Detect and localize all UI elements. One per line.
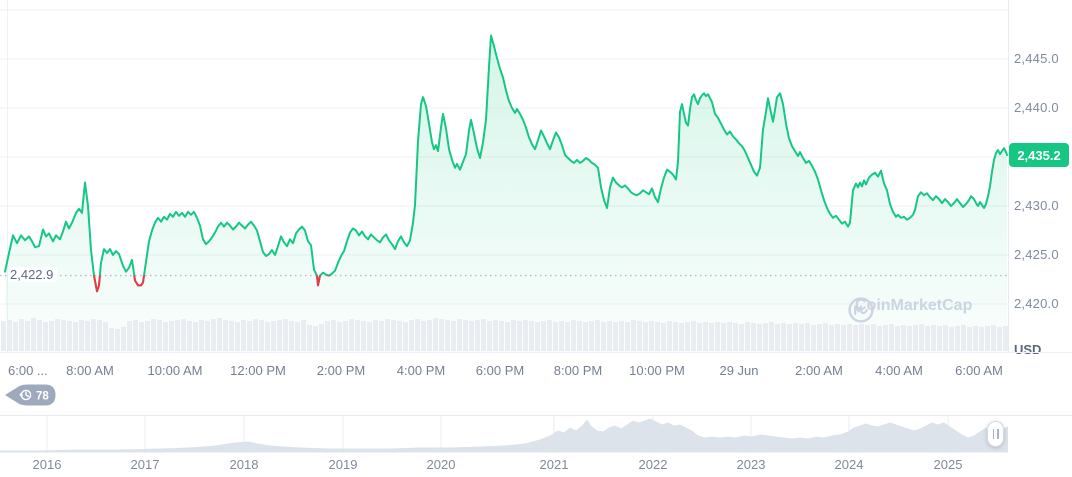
open-price-label: 2,422.9 bbox=[8, 266, 58, 282]
time-axis-tick: 2:00 PM bbox=[316, 363, 366, 378]
scrubber-handle[interactable] bbox=[987, 421, 1004, 447]
timeline-year-label: 2023 bbox=[736, 457, 766, 472]
timeline-year-label: 2024 bbox=[834, 457, 864, 472]
timeline-year-label: 2021 bbox=[539, 457, 569, 472]
time-axis-tick: 6:00 AM bbox=[955, 363, 1003, 378]
timeline-year-label: 2017 bbox=[130, 457, 160, 472]
time-axis-tick: 2:00 AM bbox=[795, 363, 843, 378]
price-axis-label: 2,445.0 bbox=[1014, 51, 1059, 66]
history-count-badge[interactable]: 78 bbox=[4, 384, 56, 411]
volume-bars bbox=[1, 318, 1008, 351]
time-axis-tick: 6:00 ... bbox=[8, 363, 48, 378]
timeline-years: 2016 2017 2018 2019 2020 2021 2022 2023 2024 2025 bbox=[0, 453, 1072, 477]
price-line bbox=[4, 34, 1008, 293]
watermark-text: CoinMarketCap bbox=[855, 297, 973, 314]
time-axis-tick: 8:00 AM bbox=[66, 363, 114, 378]
timeline-scrubber[interactable] bbox=[0, 415, 1072, 453]
timeline-year-label: 2020 bbox=[426, 457, 456, 472]
price-axis-label: 2,440.0 bbox=[1014, 100, 1059, 115]
price-chart-canvas[interactable] bbox=[0, 0, 1072, 352]
price-axis-label: 2,430.0 bbox=[1014, 198, 1059, 213]
timeline-year-label: 2025 bbox=[933, 457, 963, 472]
timeline-mini-area bbox=[0, 418, 1008, 453]
time-axis: 6:00 ... 8:00 AM 10:00 AM 12:00 PM 2:00 PM 4:… bbox=[0, 352, 1072, 384]
time-axis-tick: 6:00 PM bbox=[475, 363, 525, 378]
time-axis-tick: 29 Jun bbox=[719, 363, 759, 378]
main-chart[interactable]: 2,422.9 CoinMarketCap 2,445.0 2,440.0 2,43… bbox=[0, 0, 1072, 357]
timeline-year-label: 2018 bbox=[229, 457, 259, 472]
time-axis-tick: 4:00 AM bbox=[875, 363, 923, 378]
coinmarketcap-watermark: CoinMarketCap bbox=[848, 297, 973, 323]
time-axis-tick: 10:00 PM bbox=[629, 363, 685, 378]
timeline-mini-chart[interactable] bbox=[0, 416, 1072, 453]
timeline-year-label: 2016 bbox=[32, 457, 62, 472]
currency-label: USD bbox=[1014, 342, 1042, 357]
timeline-year-label: 2019 bbox=[328, 457, 358, 472]
time-axis-tick: 10:00 AM bbox=[147, 363, 203, 378]
time-axis-tick: 12:00 PM bbox=[230, 363, 286, 378]
price-area bbox=[5, 35, 1007, 352]
time-axis-tick: 4:00 PM bbox=[396, 363, 446, 378]
history-clock-icon bbox=[19, 389, 32, 401]
timeline-year-label: 2022 bbox=[638, 457, 668, 472]
time-axis-tick: 8:00 PM bbox=[553, 363, 603, 378]
current-price-badge: 2,435.2 bbox=[1009, 143, 1069, 167]
price-axis-label: 2,425.0 bbox=[1014, 247, 1059, 262]
price-axis-label: 2,420.0 bbox=[1014, 296, 1059, 311]
badge-count-text: 78 bbox=[36, 391, 49, 403]
